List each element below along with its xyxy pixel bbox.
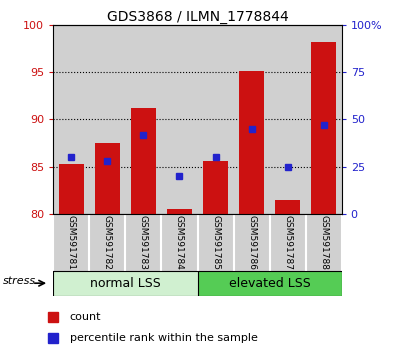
Bar [59,164,84,214]
Text: GSM591781: GSM591781 [67,215,76,270]
Text: GSM591786: GSM591786 [247,215,256,270]
Bar [198,214,233,271]
Bar [162,214,198,271]
Bar [270,25,306,214]
Text: stress: stress [3,276,36,286]
Bar [198,25,233,214]
Text: normal LSS: normal LSS [90,277,161,290]
Bar [126,25,162,214]
Bar [306,25,342,214]
Bar [167,210,192,214]
Bar [306,214,342,271]
Bar [198,271,342,296]
Bar [89,25,126,214]
Bar [131,108,156,214]
Text: GSM591783: GSM591783 [139,215,148,270]
Bar [311,42,336,214]
Text: GSM591782: GSM591782 [103,215,112,270]
Bar [53,214,89,271]
Bar [233,25,270,214]
Bar [233,214,270,271]
Text: GSM591785: GSM591785 [211,215,220,270]
Bar [275,200,300,214]
Bar [126,214,162,271]
Bar [53,271,198,296]
Bar [239,71,264,214]
Text: count: count [70,312,101,322]
Bar [162,25,198,214]
Bar [53,25,89,214]
Bar [89,214,126,271]
Text: percentile rank within the sample: percentile rank within the sample [70,332,258,343]
Bar [270,214,306,271]
Text: GSM591784: GSM591784 [175,215,184,270]
Bar [203,161,228,214]
Text: GSM591788: GSM591788 [319,215,328,270]
Text: elevated LSS: elevated LSS [229,277,310,290]
Title: GDS3868 / ILMN_1778844: GDS3868 / ILMN_1778844 [107,10,288,24]
Text: GSM591787: GSM591787 [283,215,292,270]
Bar [95,143,120,214]
